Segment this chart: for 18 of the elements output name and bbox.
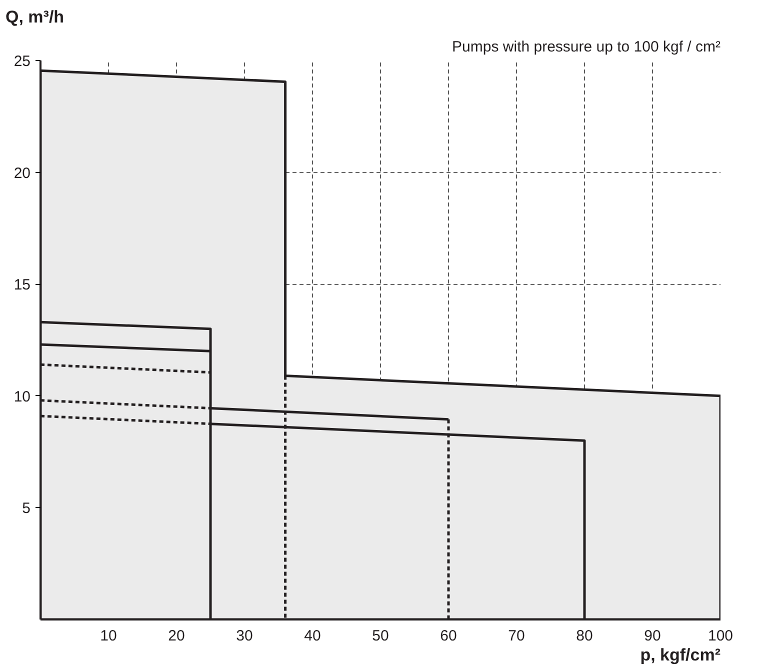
x-axis-title: p, kgf/cm² bbox=[640, 646, 721, 664]
y-tick-label: 25 bbox=[14, 53, 31, 70]
x-tick-label: 20 bbox=[168, 628, 185, 644]
x-tick-label: 40 bbox=[304, 628, 321, 644]
y-tick-label: 20 bbox=[14, 164, 31, 182]
y-tick-label: 15 bbox=[14, 276, 31, 294]
x-tick-label: 50 bbox=[372, 628, 389, 644]
y-axis-title: Q, m³/h bbox=[6, 8, 64, 26]
x-tick-label: 90 bbox=[644, 628, 661, 644]
y-tick-label: 5 bbox=[22, 500, 30, 518]
y-tick-label: 10 bbox=[14, 388, 31, 406]
x-tick-label: 30 bbox=[236, 628, 253, 644]
x-tick-label: 10 bbox=[100, 628, 117, 644]
chart-title: Pumps with pressure up to 100 kgf / cm² bbox=[452, 38, 721, 56]
x-tick-label: 60 bbox=[440, 628, 457, 644]
x-tick-label: 70 bbox=[508, 628, 525, 644]
x-tick-label: 80 bbox=[576, 628, 593, 644]
x-tick-label: 100 bbox=[708, 628, 734, 644]
